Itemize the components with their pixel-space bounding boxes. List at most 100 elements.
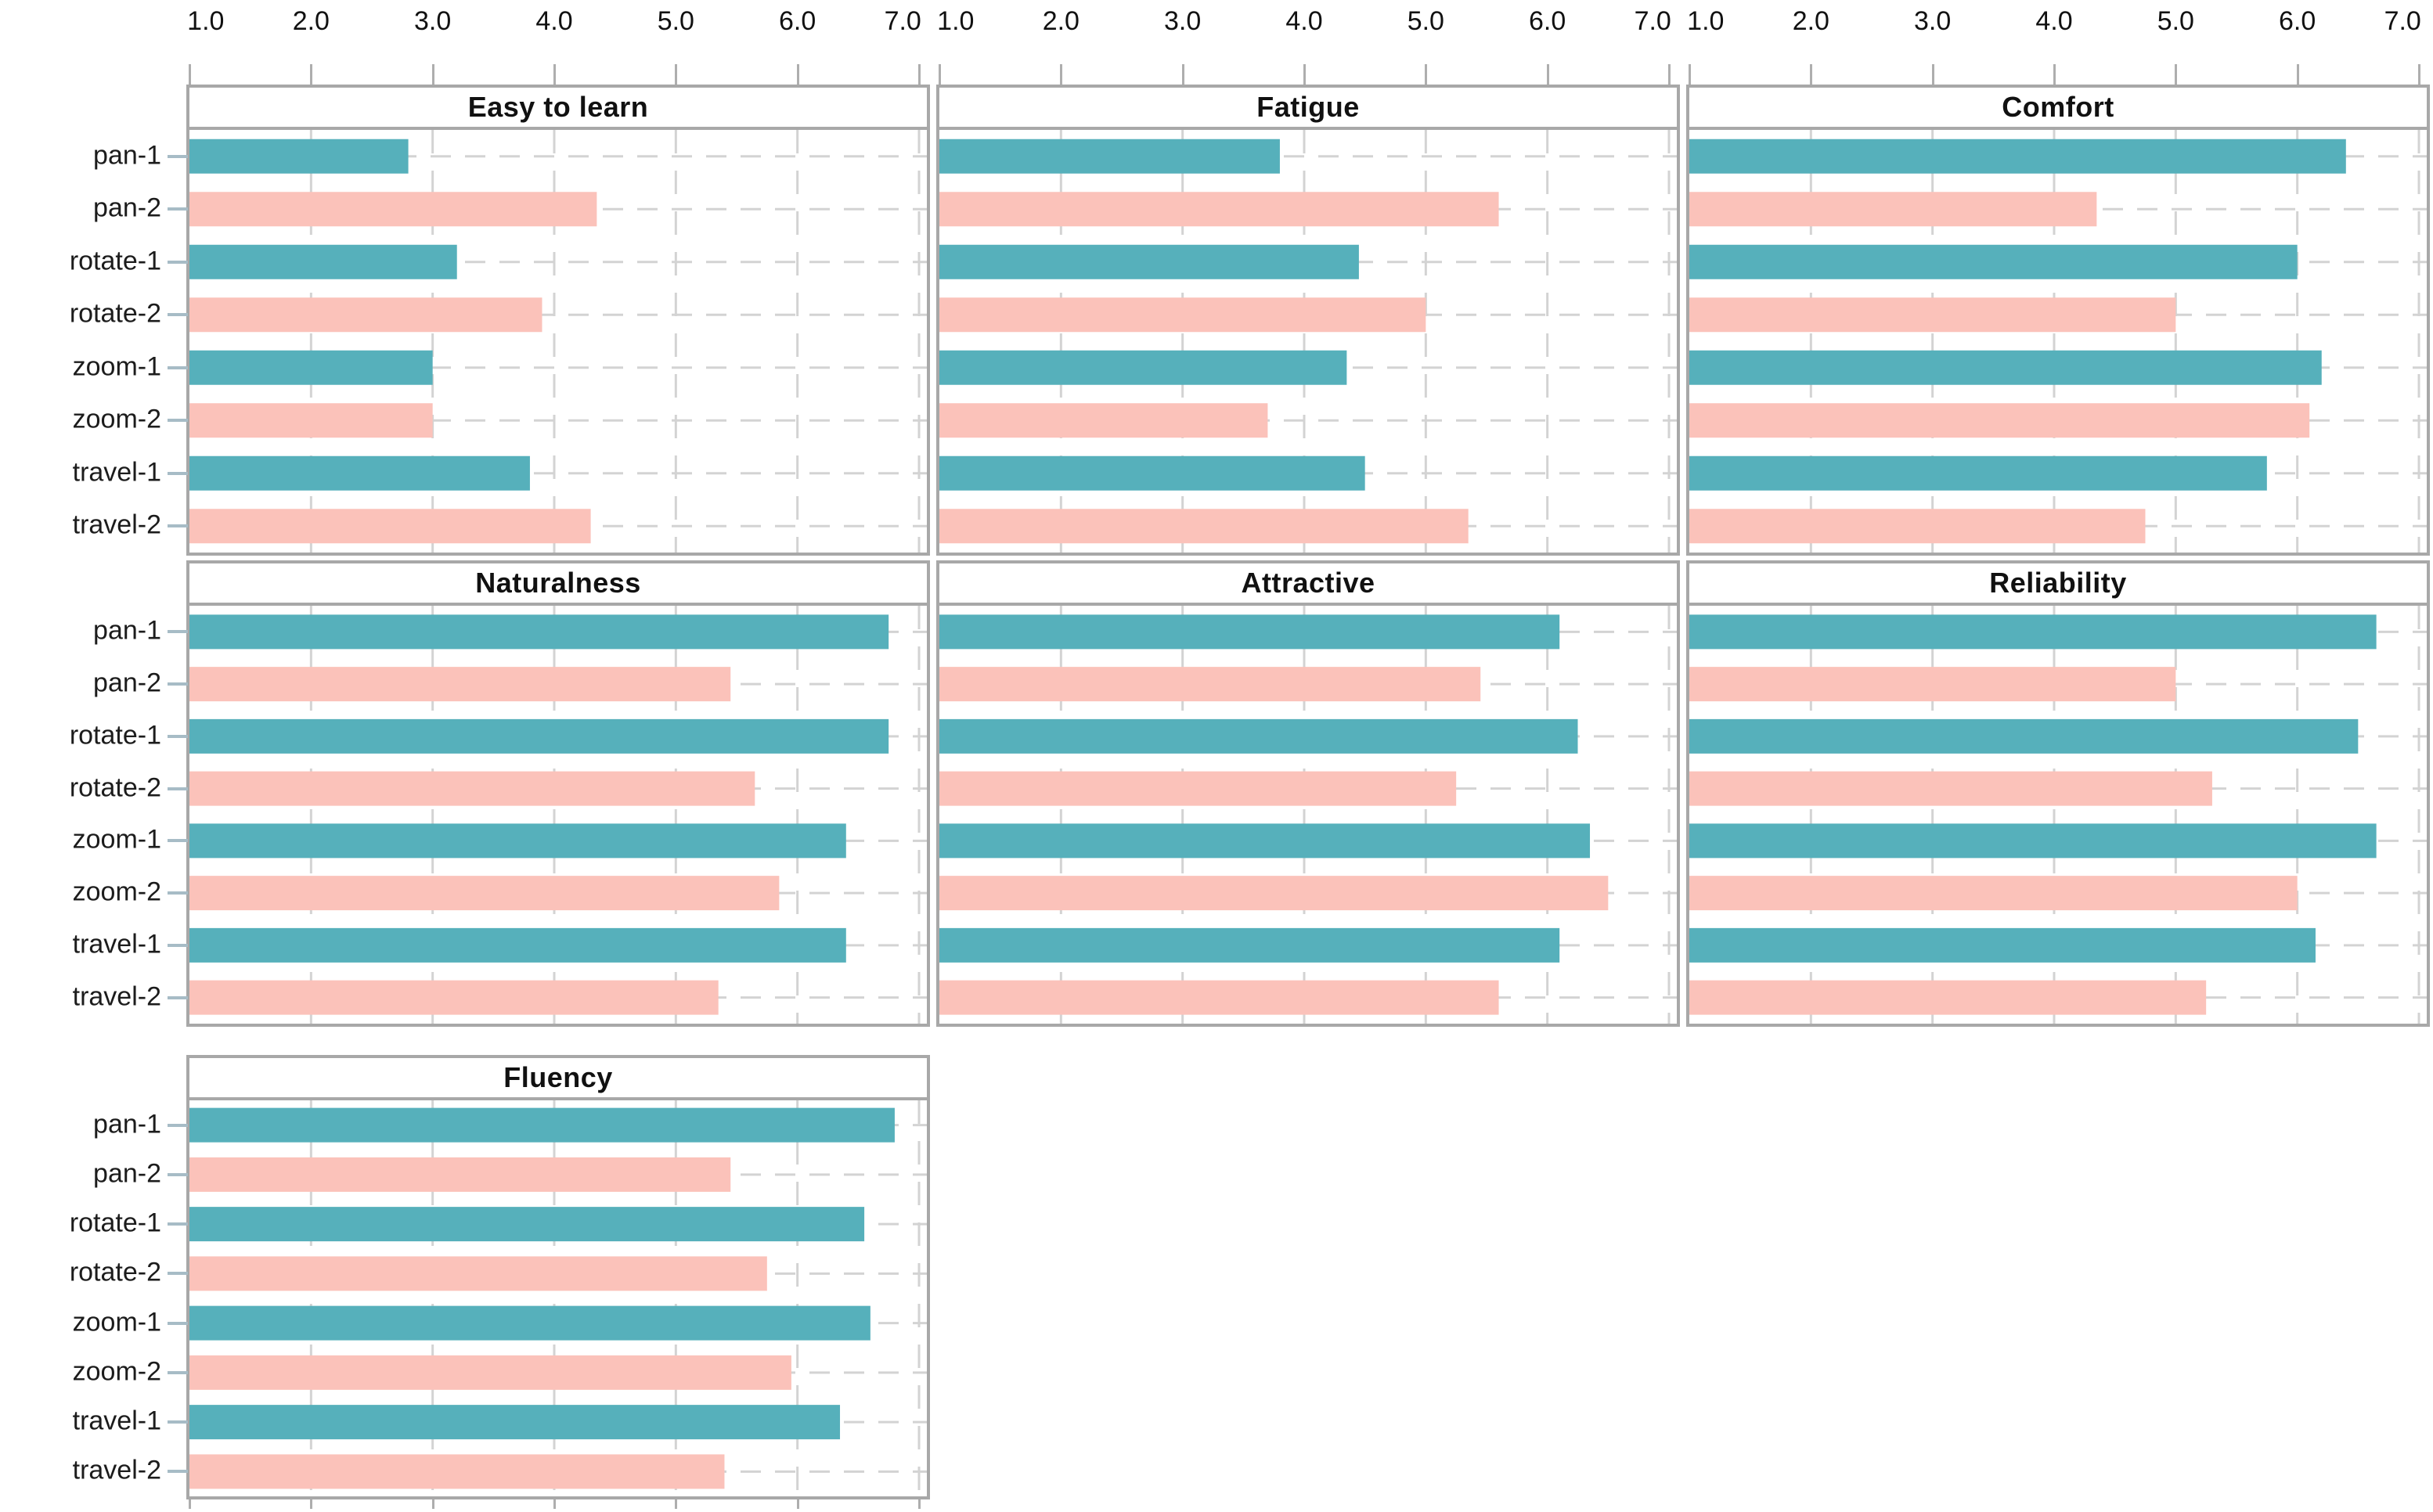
- x-axis-tick-label: 3.0: [1914, 6, 1952, 36]
- facet-plot: [189, 1100, 927, 1496]
- bar-travel-2: [1689, 509, 2146, 544]
- bar-rotate-2: [189, 771, 755, 806]
- bar-zoom-2: [939, 403, 1268, 438]
- x-axis-tick-mark: [2296, 64, 2299, 85]
- bar-plot-canvas: [189, 1100, 927, 1496]
- y-axis-tick-mark: [168, 1222, 188, 1226]
- bar-travel-1: [939, 927, 1560, 963]
- x-axis-tick-mark: [796, 64, 799, 85]
- facet-panel-reliability: Reliability: [1686, 560, 2430, 1027]
- bar-pan-2: [939, 192, 1499, 227]
- category-label-zoom-2: zoom-2: [72, 404, 161, 434]
- x-axis-bottom-tick-mark: [553, 1499, 556, 1509]
- facet-title: Fluency: [189, 1058, 927, 1100]
- category-label-travel-2: travel-2: [72, 1456, 161, 1486]
- x-axis-bottom-tick-mark: [310, 1499, 313, 1509]
- category-label-travel-2: travel-2: [72, 509, 161, 540]
- y-axis-tick-mark: [168, 260, 188, 264]
- facet-title: Fatigue: [939, 88, 1677, 130]
- x-axis-tick-label: 7.0: [1634, 6, 1671, 36]
- facet-plot: [939, 130, 1677, 553]
- x-axis-tick-mark: [1303, 64, 1306, 85]
- bar-travel-2: [189, 509, 591, 544]
- x-axis-tick-label: 4.0: [1285, 6, 1323, 36]
- bar-travel-2: [189, 980, 719, 1015]
- x-axis-tick-mark: [1931, 64, 1934, 85]
- bar-pan-1: [1689, 614, 2377, 650]
- bar-zoom-2: [1689, 403, 2310, 438]
- x-axis-tick-mark: [1060, 64, 1063, 85]
- bar-rotate-2: [1689, 771, 2212, 806]
- x-axis-tick-label: 7.0: [884, 6, 921, 36]
- bar-zoom-1: [1689, 350, 2322, 385]
- bar-rotate-2: [189, 1256, 767, 1291]
- y-axis-tick-mark: [168, 1123, 188, 1127]
- x-axis-tick-label: 4.0: [535, 6, 573, 36]
- x-axis-tick-label: 3.0: [414, 6, 452, 36]
- x-axis-bottom-tick-mark: [918, 1499, 921, 1509]
- facet-title: Naturalness: [189, 563, 927, 606]
- category-label-zoom-2: zoom-2: [72, 1356, 161, 1387]
- category-label-rotate-2: rotate-2: [69, 1258, 161, 1288]
- bar-zoom-1: [189, 823, 846, 859]
- bar-plot-canvas: [939, 130, 1677, 553]
- bar-zoom-1: [189, 350, 433, 385]
- y-axis-tick-mark: [168, 787, 188, 790]
- bar-zoom-1: [939, 350, 1347, 385]
- bar-pan-2: [939, 667, 1481, 702]
- x-axis-tick-mark: [2053, 64, 2056, 85]
- y-axis-tick-mark: [168, 891, 188, 895]
- x-axis-bottom-tick-mark: [431, 1499, 434, 1509]
- y-axis-tick-mark: [168, 734, 188, 738]
- x-axis-tick-mark: [1689, 64, 1691, 85]
- bar-rotate-2: [1689, 297, 2176, 333]
- facet-panel-attractive: Attractive: [936, 560, 1680, 1027]
- bar-travel-2: [939, 980, 1499, 1015]
- category-label-rotate-1: rotate-1: [69, 720, 161, 751]
- y-axis-tick-mark: [168, 365, 188, 369]
- y-axis-tick-mark: [168, 471, 188, 475]
- x-axis-tick-mark: [2175, 64, 2178, 85]
- bar-pan-1: [189, 614, 889, 650]
- x-axis-bottom-tick-mark: [189, 1499, 191, 1509]
- category-label-travel-1: travel-1: [72, 1406, 161, 1436]
- bar-pan-1: [939, 139, 1280, 174]
- x-axis-tick-mark: [1546, 64, 1549, 85]
- x-axis-tick-label: 2.0: [1792, 6, 1829, 36]
- category-label-pan-1: pan-1: [93, 1109, 161, 1139]
- y-axis-tick-mark: [168, 1370, 188, 1374]
- facet-panel-naturalness: Naturalness: [186, 560, 930, 1027]
- x-axis-tick-mark: [939, 64, 941, 85]
- x-axis-tick-mark: [310, 64, 313, 85]
- bar-zoom-2: [189, 1355, 791, 1390]
- x-axis-tick-label: 6.0: [779, 6, 816, 36]
- category-label-travel-1: travel-1: [72, 929, 161, 959]
- category-label-pan-2: pan-2: [93, 193, 161, 223]
- bar-rotate-1: [189, 718, 889, 754]
- x-axis-tick-label: 6.0: [2279, 6, 2316, 36]
- y-axis-tick-mark: [168, 419, 188, 423]
- bar-travel-2: [189, 1454, 725, 1489]
- bar-zoom-2: [189, 876, 780, 911]
- x-axis-tick-mark: [1810, 64, 1813, 85]
- facet-plot: [189, 130, 927, 553]
- x-axis-tick-label: 5.0: [2157, 6, 2194, 36]
- x-axis-tick-mark: [1425, 64, 1428, 85]
- x-axis-tick-mark: [1181, 64, 1184, 85]
- bar-rotate-2: [939, 771, 1457, 806]
- category-label-rotate-2: rotate-2: [69, 298, 161, 329]
- bar-pan-2: [1689, 667, 2176, 702]
- facet-title: Reliability: [1689, 563, 2427, 606]
- bar-travel-1: [189, 1405, 841, 1440]
- y-axis-tick-mark: [168, 943, 188, 947]
- category-label-zoom-2: zoom-2: [72, 877, 161, 907]
- facet-plot: [1689, 130, 2427, 553]
- bar-pan-2: [189, 192, 597, 227]
- x-axis-tick-label: 6.0: [1529, 6, 1566, 36]
- x-axis-top: 1.0 2.0 3.0 4.0 5.0 6.0 7.0: [186, 0, 930, 85]
- bar-plot-canvas: [1689, 606, 2427, 1024]
- bar-zoom-2: [939, 876, 1609, 911]
- bar-zoom-1: [1689, 823, 2377, 859]
- bar-rotate-1: [189, 244, 457, 279]
- bar-zoom-1: [189, 1305, 870, 1341]
